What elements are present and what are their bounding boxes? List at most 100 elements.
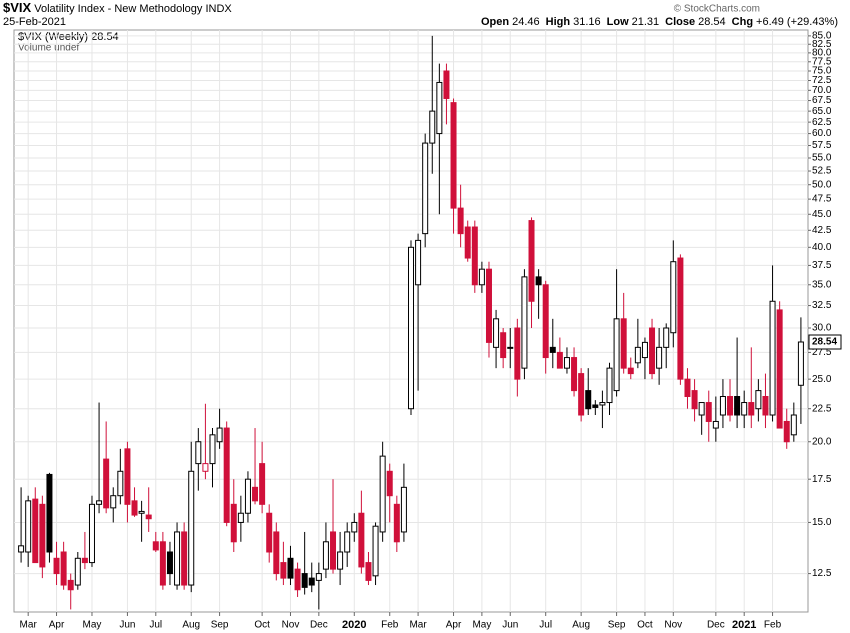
stats: Open 24.46 High 31.16 Low 21.31 Close 28.54 Chg +… bbox=[481, 16, 838, 28]
candle-body bbox=[691, 390, 698, 410]
candle-body bbox=[174, 531, 181, 586]
x-tick-label: Oct bbox=[254, 620, 270, 631]
y-tick-label: 67.5 bbox=[812, 95, 832, 106]
x-tick-label: Feb bbox=[381, 620, 399, 631]
candle-body bbox=[386, 470, 393, 497]
candle-body bbox=[117, 470, 124, 497]
y-tick-label: 35.0 bbox=[812, 279, 832, 290]
candle-body bbox=[585, 390, 592, 410]
candle-body bbox=[790, 414, 797, 436]
candle-body bbox=[351, 521, 358, 533]
y-tick-label: 30.0 bbox=[812, 323, 832, 334]
candle-body bbox=[294, 568, 301, 591]
candle-body bbox=[705, 402, 712, 422]
candle-body bbox=[18, 545, 25, 553]
candle-body bbox=[485, 268, 492, 343]
stat-label: Chg bbox=[732, 16, 753, 28]
date: 25-Feb-2021 bbox=[3, 16, 66, 28]
x-tick-label: Dec bbox=[310, 620, 328, 631]
candle-body bbox=[244, 478, 251, 514]
y-tick-label: 62.5 bbox=[812, 117, 832, 128]
x-tick-label: Jul bbox=[149, 620, 162, 631]
y-tick-label: 42.5 bbox=[812, 225, 832, 236]
candle-body bbox=[762, 396, 769, 416]
candle-body bbox=[429, 110, 436, 144]
candle-body bbox=[273, 531, 280, 575]
candle-body bbox=[252, 486, 259, 502]
candle-body bbox=[301, 573, 308, 588]
candle-body bbox=[400, 486, 407, 533]
candle-body bbox=[46, 473, 53, 553]
x-tick-label: Mar bbox=[20, 620, 38, 631]
candle-body bbox=[606, 367, 613, 404]
y-tick-label: 40.0 bbox=[812, 242, 832, 253]
candle-body bbox=[230, 503, 237, 543]
candle-body bbox=[457, 207, 464, 235]
candle-body bbox=[330, 531, 337, 570]
candle-body bbox=[719, 396, 726, 416]
x-tick-label: 2021 bbox=[732, 619, 756, 631]
candle-body bbox=[649, 327, 656, 375]
candle-body bbox=[500, 332, 507, 359]
x-tick-label: Nov bbox=[664, 620, 682, 631]
stat-value: 21.31 bbox=[632, 16, 660, 28]
x-tick-label: Sep bbox=[608, 620, 626, 631]
stat-label: Low bbox=[607, 16, 629, 28]
candle-body bbox=[25, 500, 32, 553]
candle-body bbox=[88, 503, 95, 564]
candle-body bbox=[202, 463, 209, 472]
candle-body bbox=[528, 220, 535, 302]
candle-body bbox=[138, 510, 145, 514]
x-tick-label: May bbox=[472, 620, 491, 631]
y-tick-label: 22.5 bbox=[812, 403, 832, 414]
candle-body bbox=[188, 470, 195, 586]
candle-body bbox=[734, 396, 741, 416]
candle-body bbox=[493, 318, 500, 348]
candle-body bbox=[266, 512, 273, 553]
candle-body bbox=[209, 434, 216, 465]
candle-body bbox=[741, 402, 748, 416]
candle-body bbox=[769, 300, 776, 416]
candle-body bbox=[592, 404, 599, 408]
candle-body bbox=[663, 327, 670, 348]
candle-body bbox=[103, 458, 110, 509]
candle-body bbox=[216, 427, 223, 443]
candle-body bbox=[195, 441, 202, 465]
candle-body bbox=[436, 81, 443, 135]
candle-body bbox=[379, 455, 386, 533]
candle-body bbox=[344, 531, 351, 553]
candle-body bbox=[776, 309, 783, 429]
candle-body bbox=[641, 341, 648, 359]
candle-body bbox=[613, 318, 620, 392]
candle-body bbox=[393, 503, 400, 543]
candle-body bbox=[32, 498, 39, 564]
y-tick-label: 50.0 bbox=[812, 179, 832, 190]
candle-body bbox=[677, 257, 684, 380]
symbol: $VIX bbox=[3, 0, 32, 15]
y-tick-label: 17.5 bbox=[812, 474, 832, 485]
y-tick-label: 37.5 bbox=[812, 260, 832, 271]
y-tick-label: 80.0 bbox=[812, 48, 832, 59]
candle-body bbox=[152, 541, 159, 551]
candle-body bbox=[478, 268, 485, 286]
x-tick-label: Apr bbox=[446, 620, 462, 631]
y-tick-label: 75.0 bbox=[812, 66, 832, 77]
candle-body bbox=[471, 226, 478, 286]
candle-body bbox=[535, 276, 542, 286]
y-tick-label: 27.5 bbox=[812, 347, 832, 358]
last-price-box bbox=[808, 334, 842, 350]
candle-body bbox=[81, 557, 88, 564]
candle-body bbox=[124, 448, 131, 505]
header-title: $VIX Volatility Index - New Methodology … bbox=[3, 0, 232, 15]
x-tick-label: Jun bbox=[502, 620, 518, 631]
y-tick-label: 65.0 bbox=[812, 106, 832, 117]
stat-value: 24.46 bbox=[512, 16, 540, 28]
x-tick-label: Apr bbox=[49, 620, 65, 631]
candle-body bbox=[514, 327, 521, 380]
candle-body bbox=[556, 351, 563, 369]
y-tick-label: 77.5 bbox=[812, 56, 832, 67]
candle-body bbox=[408, 246, 414, 410]
stat-value: +6.49 (+29.43%) bbox=[756, 16, 838, 28]
candle-body bbox=[308, 577, 315, 586]
